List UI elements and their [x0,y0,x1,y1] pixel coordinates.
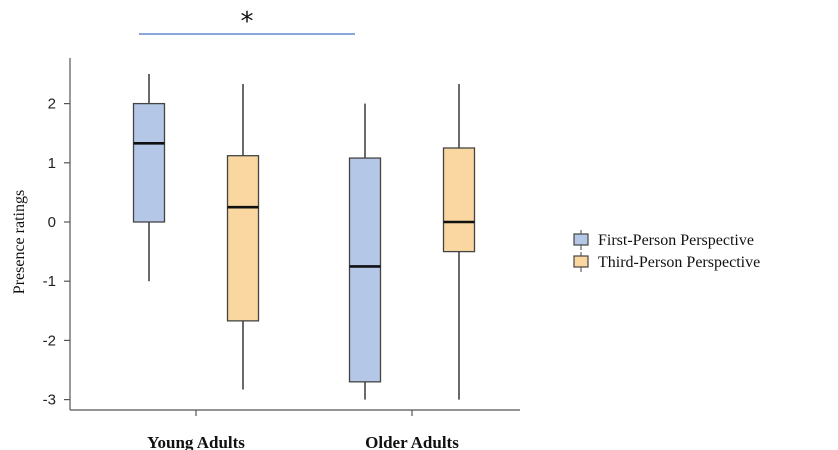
box-first-person-young [132,74,166,282]
legend-label: Third-Person Perspective [598,254,760,271]
x-category-label: Older Adults [365,433,459,450]
legend: First-Person Perspective Third-Person Per… [573,230,760,272]
y-tick-label: 2 [48,96,56,113]
iqr-box [348,157,382,383]
y-tick-label: -2 [43,332,56,349]
iqr-box [442,147,476,253]
y-axis-title: Presence ratings [11,190,28,294]
legend-swatch [573,255,589,268]
box-first-person-older [348,103,382,400]
legend-item-first-person: First-Person Perspective [573,230,754,250]
iqr-box [226,155,260,322]
y-tick-label: 0 [48,214,56,231]
box-third-person-young [226,84,260,390]
y-tick-label: 1 [48,155,56,172]
boxes [132,74,476,400]
iqr-box [132,102,166,223]
y-tick-label: -3 [43,392,56,409]
y-tick-label: -1 [43,273,56,290]
legend-label: First-Person Perspective [598,232,754,249]
significance-asterisk: * [241,7,254,37]
x-category-label: Young Adults [147,433,245,450]
box-third-person-older [442,84,476,400]
legend-swatch [573,233,589,246]
legend-item-third-person: Third-Person Perspective [573,252,760,272]
significance-layer: * [139,7,355,37]
axes: -3 -2 -1 0 1 2 Presence ratings Young Adults Old… [11,58,520,450]
